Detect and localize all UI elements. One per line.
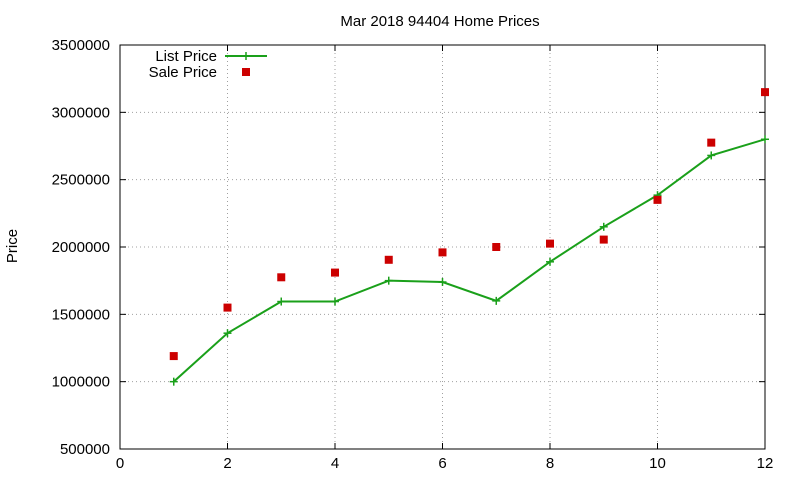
sale-price-point (546, 239, 554, 248)
list-price-point (599, 222, 608, 231)
list-price-point (761, 135, 769, 144)
y-tick-label: 1500000 (52, 306, 110, 323)
y-tick-label: 2000000 (52, 239, 110, 256)
legend-item-sale-price: Sale Price (149, 64, 250, 81)
x-tick-label: 8 (546, 455, 554, 472)
axis-ticks: 0 2 4 6 8 10 12 500000 1000000 1500000 2000000 2500… (52, 37, 774, 472)
x-tick-label: 4 (331, 455, 339, 472)
list-price-point (277, 297, 286, 306)
x-tick-label: 6 (438, 455, 446, 472)
legend-swatch-marker (242, 52, 250, 60)
sale-price-point (331, 268, 339, 277)
legend-label: Sale Price (149, 64, 217, 81)
sale-price-point (761, 88, 769, 97)
x-tick-label: 2 (223, 455, 231, 472)
sale-price-point (438, 248, 447, 257)
list-price-point (492, 296, 501, 305)
legend-item-list-price: List Price (155, 48, 267, 65)
sale-price-point (653, 195, 662, 204)
list-price-point (384, 276, 393, 285)
y-tick-label: 1000000 (52, 374, 110, 391)
list-price-series (169, 135, 769, 386)
series-layer (169, 88, 769, 386)
list-price-line (173, 138, 766, 383)
sale-price-point (492, 243, 501, 251)
y-axis-label: Price (4, 229, 21, 263)
list-price-point (707, 151, 716, 160)
grid-lines (120, 45, 765, 449)
y-tick-label: 3500000 (52, 37, 110, 54)
list-price-point (546, 257, 554, 266)
y-tick-label: 500000 (60, 441, 110, 458)
sale-price-point (707, 138, 716, 147)
y-tick-label: 3000000 (52, 104, 110, 121)
y-tick-label: 2500000 (52, 172, 110, 189)
list-price-point (438, 278, 447, 287)
sale-price-series (169, 88, 769, 361)
sale-price-point (599, 235, 608, 244)
legend-label: List Price (155, 48, 217, 65)
legend-swatch-marker (242, 68, 250, 76)
list-price-point (331, 297, 339, 306)
sale-price-point (384, 255, 393, 264)
x-tick-label: 10 (649, 455, 666, 472)
x-tick-label: 0 (116, 455, 124, 472)
sale-price-point (223, 303, 232, 312)
sale-price-point (277, 273, 286, 282)
chart-title: Mar 2018 94404 Home Prices (340, 13, 539, 30)
list-price-point (223, 329, 232, 338)
sale-price-point (169, 352, 178, 361)
x-tick-label: 12 (757, 455, 774, 472)
list-price-point (169, 377, 178, 386)
